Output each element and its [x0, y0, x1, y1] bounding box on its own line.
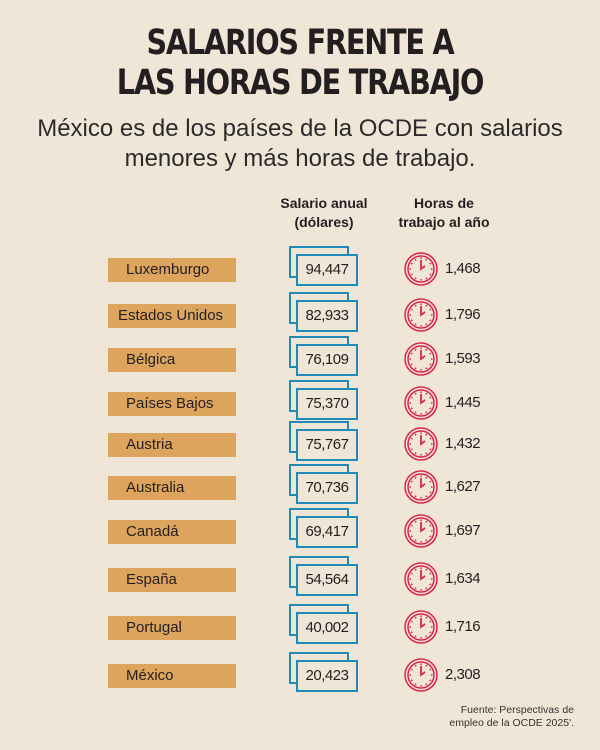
clock-icon — [404, 514, 438, 548]
salary-column-header: Salario anual (dólares) — [264, 194, 384, 232]
table-row: Estados Unidos 82,933 1,796 — [0, 292, 600, 336]
salary-header-line-1: Salario anual — [280, 195, 368, 211]
clock-icon — [404, 658, 438, 692]
clock-icon — [404, 427, 438, 461]
country-label: Portugal — [108, 616, 236, 640]
clock-icon — [404, 562, 438, 596]
country-label: Luxemburgo — [108, 258, 236, 282]
table-row: España 54,564 1,634 — [0, 556, 600, 600]
source-line-1: Fuente: Perspectivas de — [460, 704, 574, 716]
clock-icon — [404, 298, 438, 332]
source-line-2: empleo de la OCDE 2025'. — [449, 717, 574, 729]
country-label: Países Bajos — [108, 392, 236, 416]
table-row: México 20,423 2,308 — [0, 652, 600, 696]
clock-icon — [404, 610, 438, 644]
country-label: Austria — [108, 433, 236, 457]
salary-header-line-2: (dólares) — [294, 214, 354, 230]
clock-icon — [404, 342, 438, 376]
hours-value: 1,445 — [445, 394, 481, 411]
hours-value: 1,716 — [445, 618, 481, 635]
country-label: Bélgica — [108, 348, 236, 372]
clock-icon — [404, 386, 438, 420]
country-label: Estados Unidos — [108, 304, 236, 328]
salary-value: 70,736 — [296, 472, 358, 504]
salary-value: 75,767 — [296, 429, 358, 461]
table-row: Australia 70,736 1,627 — [0, 464, 600, 508]
table-row: Luxemburgo 94,447 1,468 — [0, 246, 600, 290]
title-line-1: SALARIOS FRENTE A — [146, 23, 454, 63]
salary-value: 69,417 — [296, 516, 358, 548]
hours-value: 1,796 — [445, 306, 481, 323]
hours-value: 1,593 — [445, 350, 481, 367]
source-note: Fuente: Perspectivas de empleo de la OCD… — [449, 704, 574, 730]
table-row: Canadá 69,417 1,697 — [0, 508, 600, 552]
hours-column-header: Horas de trabajo al año — [384, 194, 504, 232]
country-label: Australia — [108, 476, 236, 500]
salary-value: 20,423 — [296, 660, 358, 692]
salary-value: 75,370 — [296, 388, 358, 420]
hours-header-line-1: Horas de — [414, 195, 474, 211]
hours-value: 1,468 — [445, 260, 481, 277]
table-row: Países Bajos 75,370 1,445 — [0, 380, 600, 424]
table-row: Bélgica 76,109 1,593 — [0, 336, 600, 380]
clock-icon — [404, 470, 438, 504]
hours-value: 1,697 — [445, 522, 481, 539]
table-row: Portugal 40,002 1,716 — [0, 604, 600, 648]
clock-icon — [404, 252, 438, 286]
salary-value: 54,564 — [296, 564, 358, 596]
salary-value: 82,933 — [296, 300, 358, 332]
hours-value: 1,634 — [445, 570, 481, 587]
title-line-2: LAS HORAS DE TRABAJO — [116, 63, 485, 103]
country-label: España — [108, 568, 236, 592]
country-label: México — [108, 664, 236, 688]
subtitle-line-1: México es de los países de la OCDE con s… — [37, 115, 563, 142]
hours-value: 1,432 — [445, 435, 481, 452]
subtitle-line-2: menores y más horas de trabajo. — [124, 145, 476, 172]
hours-value: 1,627 — [445, 478, 481, 495]
table-row: Austria 75,767 1,432 — [0, 421, 600, 465]
salary-value: 40,002 — [296, 612, 358, 644]
hours-header-line-2: trabajo al año — [398, 214, 490, 230]
salary-value: 94,447 — [296, 254, 358, 286]
country-label: Canadá — [108, 520, 236, 544]
salary-value: 76,109 — [296, 344, 358, 376]
hours-value: 2,308 — [445, 666, 481, 683]
